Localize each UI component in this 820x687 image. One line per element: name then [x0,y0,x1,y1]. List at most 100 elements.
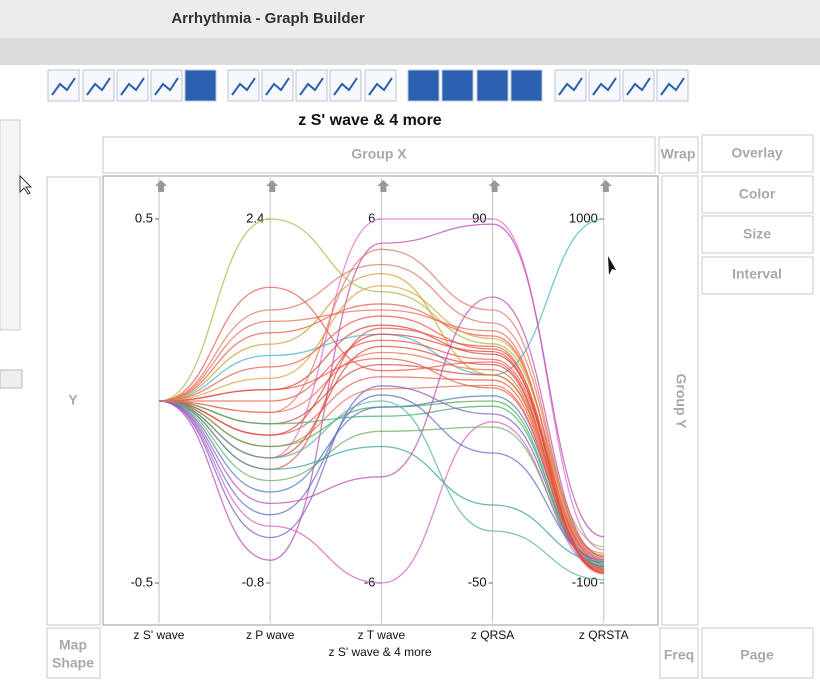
profile-line [158,223,604,561]
tick-label: 6 [368,210,375,225]
toolbar-button[interactable] [656,69,689,102]
map-label: Map [59,637,87,653]
profile-line [158,248,604,561]
tick-label: 1000 [569,210,598,225]
overlay-zone[interactable] [701,134,814,173]
toolbar-button[interactable] [47,69,80,102]
x-axis-title: z S' wave & 4 more [329,645,432,659]
profile-line [158,394,604,561]
toolbar-button[interactable] [622,69,655,102]
axis-arrow [155,180,167,192]
toolbar-button[interactable] [184,69,217,102]
toolbar-icon [368,77,393,96]
toolbar-icon [333,77,358,96]
tick-label: -50 [468,574,487,589]
profile-line [158,333,604,574]
cursor [608,256,616,275]
profile-line [158,400,604,566]
freq-zone[interactable] [659,627,699,679]
y-zone[interactable] [46,176,101,626]
shape-label: Shape [52,655,94,671]
profile-line [158,357,604,570]
toolbar-button[interactable] [116,69,149,102]
group-y-label: Group Y [673,374,689,430]
chart-title: z S' wave & 4 more [298,112,442,129]
toolbar-button[interactable] [150,69,183,102]
toolbar-icon [154,77,179,96]
tick-label: -0.8 [242,574,264,589]
toolbar-strip [0,38,820,65]
toolbar-button[interactable] [261,69,294,102]
toolbar-icon [120,77,145,96]
toolbar-button[interactable] [441,69,474,102]
interval-label: Interval [732,266,782,282]
toolbar-button[interactable] [82,69,115,102]
profile-line [158,309,604,572]
left-panel [0,119,21,331]
tick-label: 2.4 [246,210,264,225]
tick-label: -100 [572,574,598,589]
tick-label: 0.5 [135,210,153,225]
profile-line [158,286,604,575]
toolbar [47,69,689,102]
toolbar-button[interactable] [329,69,362,102]
toolbar-button[interactable] [295,69,328,102]
interval-zone[interactable] [701,256,814,295]
axis-arrow [599,180,612,192]
profile-line [158,218,604,402]
profile-line [158,296,604,558]
profile-line [158,400,604,584]
axis-arrow [377,180,390,192]
page-zone[interactable] [701,627,814,679]
map-shape-zone[interactable] [46,627,101,679]
axis-name: z T wave [358,628,406,642]
toolbar-button[interactable] [554,69,587,102]
axis-arrow [266,180,279,192]
toolbar-button[interactable] [588,69,621,102]
toolbar-button[interactable] [510,69,543,102]
title-bar [0,0,820,38]
group-y-zone[interactable] [661,175,699,626]
group-x-label: Group X [351,146,407,162]
window-title: Arrhythmia - Graph Builder [171,10,365,27]
size-zone[interactable] [701,215,814,254]
overlay-label: Overlay [731,145,783,161]
toolbar-button[interactable] [407,69,440,102]
profile-line [158,395,604,564]
axis-name: z QRSTA [579,628,629,642]
toolbar-icon [558,77,583,96]
toolbar-button[interactable] [227,69,260,102]
freq-label: Freq [664,647,694,663]
axis-name: z P wave [246,628,295,642]
toolbar-button[interactable] [476,69,509,102]
profile-line [158,400,604,568]
pointer [19,174,33,195]
profile-line [158,315,604,561]
y-label: Y [68,392,78,408]
axis-arrow [488,180,501,192]
profile-line [158,400,604,563]
wrap-zone[interactable] [658,136,699,174]
size-label: Size [743,226,771,242]
toolbar-button[interactable] [364,69,397,102]
wrap-label: Wrap [661,146,696,162]
toolbar-icon [660,77,685,96]
color-zone[interactable] [701,175,814,214]
toolbar-icon [592,77,617,96]
tick-label: 90 [472,210,486,225]
toolbar-icon [265,77,290,96]
profile-line [158,385,604,568]
toolbar-icon [626,77,651,96]
toolbar-icon [231,77,256,96]
left-control [0,369,23,389]
axis-name: z S' wave [134,628,185,642]
toolbar-icon [86,77,111,96]
toolbar-icon [51,77,76,96]
page-label: Page [740,647,774,663]
group-x-zone[interactable] [102,136,656,174]
profile-line [158,400,604,581]
tick-label: -0.5 [131,574,153,589]
